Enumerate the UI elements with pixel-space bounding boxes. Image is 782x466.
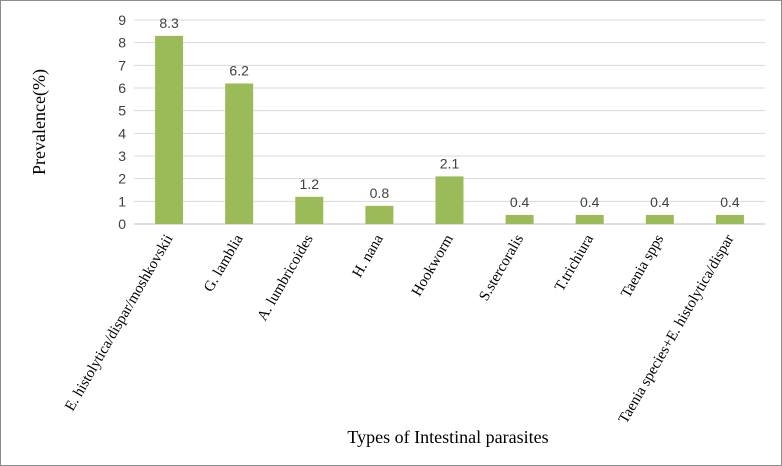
- y-tick-label: 2: [118, 171, 126, 187]
- bar: [575, 214, 604, 224]
- bar: [225, 83, 254, 224]
- data-label: 0.4: [650, 194, 670, 210]
- y-tick-label: 9: [118, 12, 126, 28]
- x-tick-label: T.trichiura: [552, 232, 597, 295]
- data-label: 0.8: [370, 185, 390, 201]
- bar: [435, 176, 464, 224]
- y-tick-label: 5: [118, 103, 126, 119]
- data-label: 1.2: [300, 176, 320, 192]
- data-label: 8.3: [159, 15, 179, 31]
- bar: [295, 196, 324, 224]
- y-tick-label: 8: [118, 35, 126, 51]
- x-tick-label: E. histolytica/dispar/moshkovskii: [62, 232, 176, 414]
- data-label: 6.2: [229, 62, 249, 78]
- x-tick-label: G. lamblia: [201, 232, 247, 295]
- x-tick-label: H. nana: [350, 232, 387, 281]
- y-tick-label: 1: [118, 193, 126, 209]
- bar: [505, 214, 534, 224]
- bar: [155, 35, 184, 224]
- y-tick-label: 6: [118, 80, 126, 96]
- data-label: 2.1: [440, 155, 460, 171]
- x-tick-label: S.stercoralis: [476, 232, 527, 304]
- y-tick-label: 4: [118, 125, 126, 141]
- x-tick-label: Taenia spps: [618, 232, 667, 301]
- data-labels: 8.3 6.2 1.2 0.8 2.1 0.4 0.4 0.4 0.4: [159, 15, 740, 210]
- bar: [645, 214, 674, 224]
- bar: [365, 205, 394, 224]
- data-label: 0.4: [510, 194, 530, 210]
- y-tick-label: 3: [118, 148, 126, 164]
- y-tick-label: 7: [118, 57, 126, 73]
- data-label: 0.4: [720, 194, 740, 210]
- y-axis-title: Prevalence(%): [29, 69, 50, 175]
- bars: [155, 35, 744, 224]
- x-tick-label: Taenia species+E. histolytica/dispar: [616, 232, 737, 426]
- x-axis-title: Types of Intestinal parasites: [347, 427, 548, 447]
- x-tick-label: Hookworm: [409, 232, 457, 299]
- data-label: 0.4: [580, 194, 600, 210]
- x-tick-label: A. lumbricoides: [255, 232, 317, 324]
- y-tick-labels: 0 1 2 3 4 5 6 7 8 9: [118, 12, 126, 232]
- x-tick-labels: E. histolytica/dispar/moshkovskii G. lamb…: [62, 232, 737, 427]
- y-tick-label: 0: [118, 216, 126, 232]
- bar: [715, 214, 744, 224]
